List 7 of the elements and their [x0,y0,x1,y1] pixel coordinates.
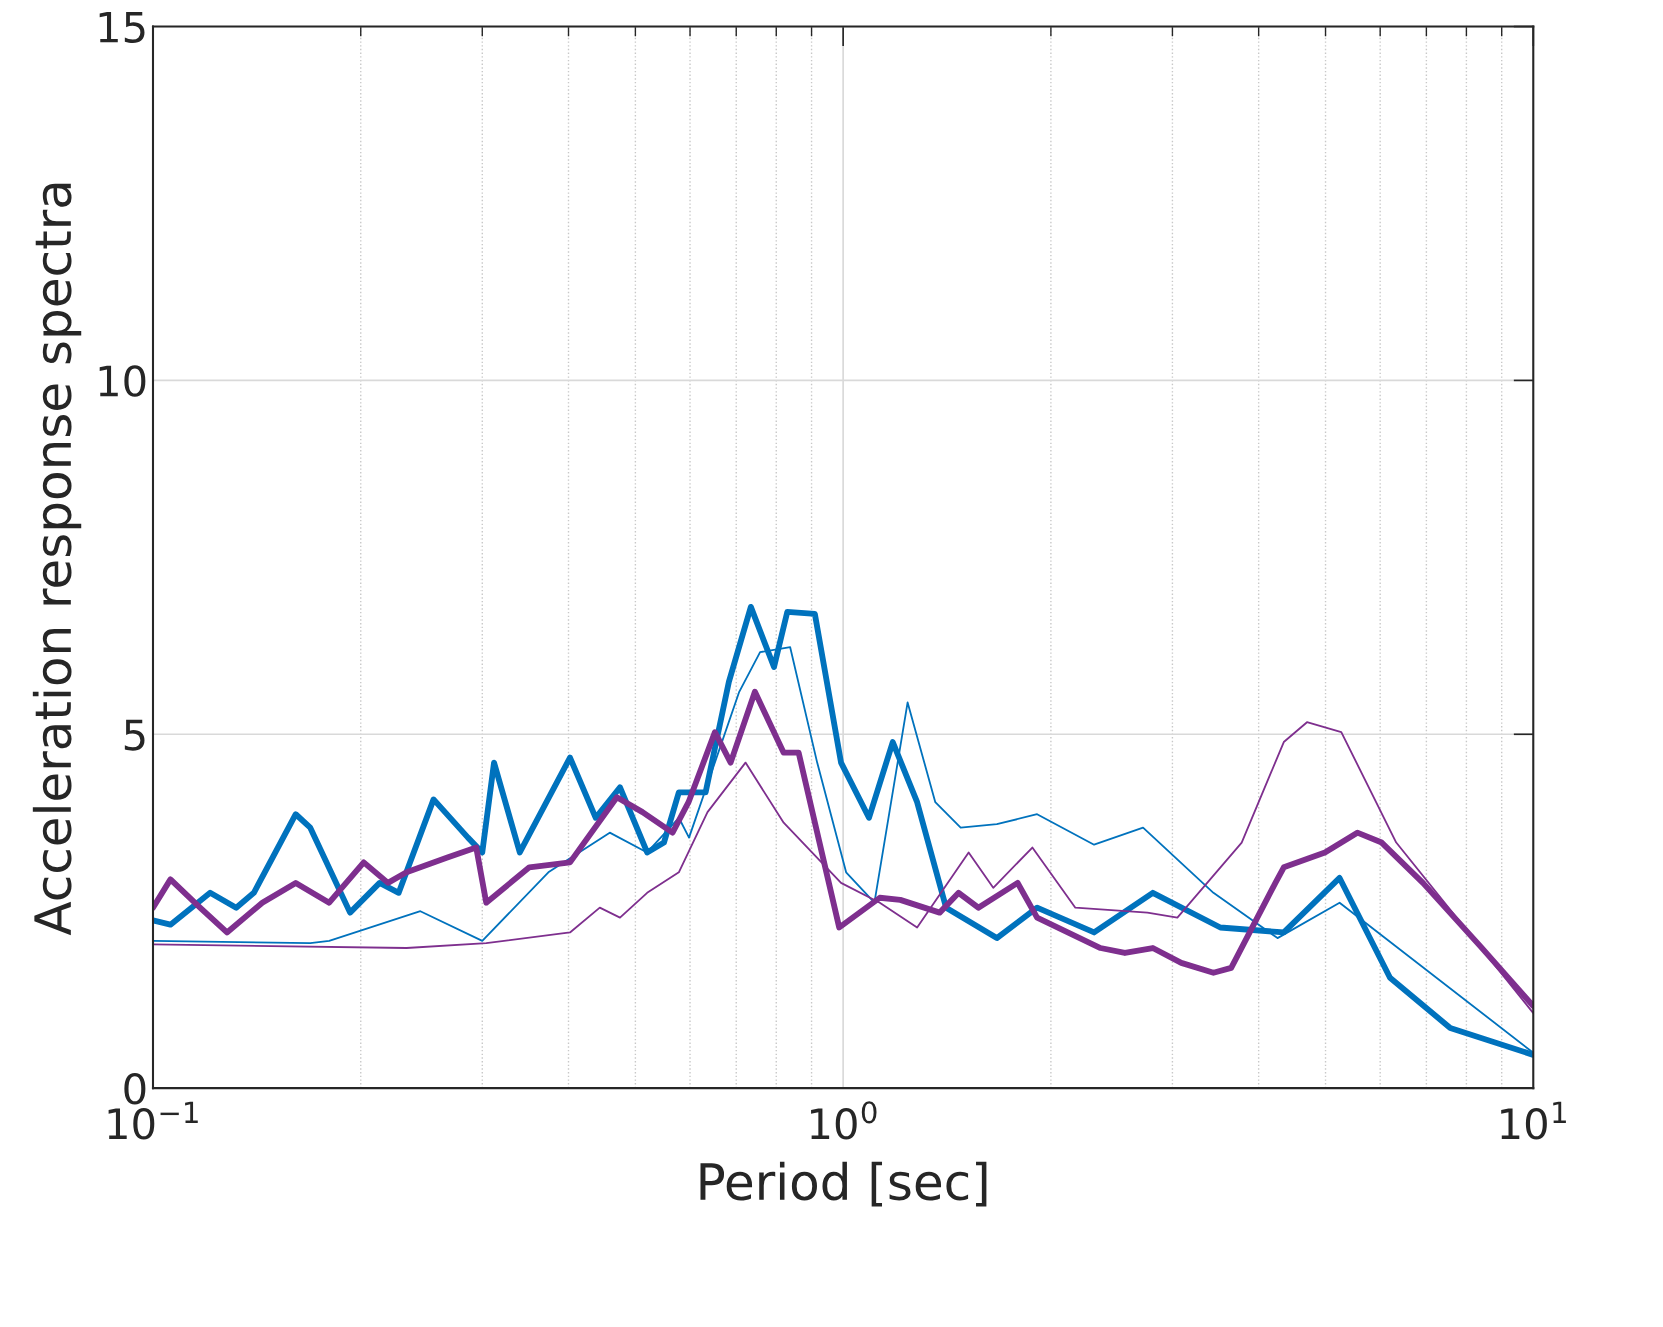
y-tick-label: 15 [99,11,145,43]
x-axis-title: Period [sec] [700,1161,987,1207]
x-tick-label: 10$^{0}$ [811,1101,877,1140]
y-tick-label: 10 [99,365,146,397]
x-tick-label: 10$^{1}$ [1501,1101,1566,1140]
y-tick-label: 5 [124,719,145,751]
y-axis-title: Acceleration response spectra [32,183,82,936]
